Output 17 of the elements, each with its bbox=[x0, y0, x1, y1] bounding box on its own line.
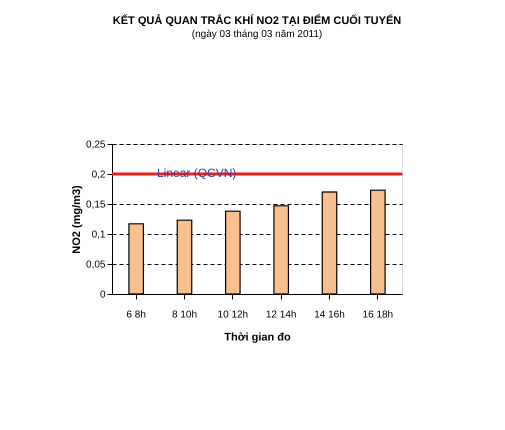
x-tick-label: 6 8h bbox=[126, 310, 146, 320]
x-tick-label: 8 10h bbox=[172, 310, 198, 320]
x-axis-title: Thời gian đo bbox=[224, 332, 292, 344]
y-tick-label: 0,1 bbox=[92, 230, 106, 240]
x-tick-label: 14 16h bbox=[314, 310, 345, 320]
y-tick-label: 0,05 bbox=[86, 260, 106, 270]
x-tick-label: 16 18h bbox=[362, 310, 394, 320]
y-tick-label: 0,15 bbox=[86, 200, 106, 210]
x-tick-label: 10 12h bbox=[218, 310, 248, 320]
ref-line-label: Linear (QCVN) bbox=[157, 166, 236, 180]
chart-title: KẾT QUẢ QUAN TRẮC KHÍ NO2 TẠI ĐIỂM CUỐI TUYẾN bbox=[112, 14, 402, 27]
chart-subtitle: (ngày 03 tháng 03 năm 2011) bbox=[192, 29, 322, 40]
y-axis-title: NO2 (mg/m3) bbox=[71, 184, 84, 254]
y-tick-label: 0 bbox=[100, 290, 106, 300]
x-tick-label: 12 14h bbox=[266, 310, 296, 320]
y-tick-label: 0,25 bbox=[86, 140, 106, 150]
y-tick-label: 0,2 bbox=[92, 170, 106, 180]
